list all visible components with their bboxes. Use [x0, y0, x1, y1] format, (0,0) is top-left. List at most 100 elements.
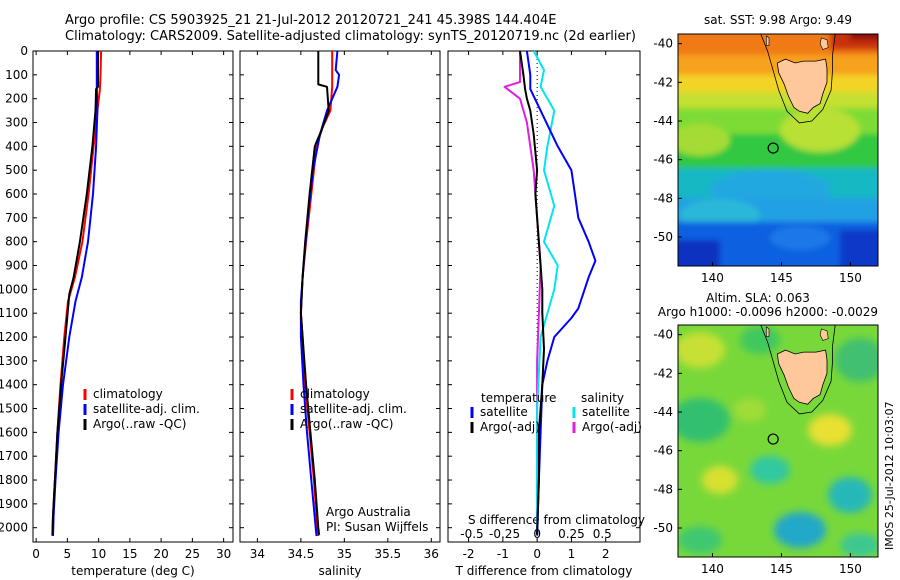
x-tick-label: 10: [91, 547, 106, 561]
series-line-sat: [52, 51, 99, 537]
map-x-tick-label: 150: [839, 271, 862, 285]
panel-frame: [239, 50, 441, 543]
x-tick-label: 5: [64, 547, 72, 561]
y-tick-label: 2000: [0, 521, 28, 535]
legend-label-sat: satellite: [480, 405, 528, 419]
map-frame: [677, 33, 879, 267]
profile-panel-1: 0100200300400500600700800900100011001200…: [0, 44, 234, 578]
island-land: [819, 328, 829, 341]
y-tick-label: 600: [5, 187, 28, 201]
profile-panels: 0100200300400500600700800900100011001200…: [0, 44, 645, 578]
tasmania-land: [776, 349, 828, 405]
map-y-tick-label: -40: [653, 328, 673, 342]
top-tick-label: -0.5: [460, 527, 483, 541]
sst-map: [678, 34, 878, 266]
x-tick-label: 0: [32, 547, 40, 561]
shelf-contour: [760, 34, 836, 124]
legend-label-argo: Argo(..raw -QC): [300, 417, 393, 431]
y-tick-label: 1000: [0, 282, 28, 296]
legend-label-argo: Argo(..raw -QC): [93, 417, 186, 431]
y-tick-label: 1900: [0, 497, 28, 511]
header-line2: Climatology: CARS2009. Satellite-adjuste…: [65, 29, 636, 44]
y-tick-label: 800: [5, 235, 28, 249]
map-y-tick-label: -44: [653, 405, 673, 419]
map-title: sat. SST: 9.98 Argo: 9.49: [704, 13, 852, 27]
x-tick-label: 34: [250, 547, 265, 561]
island-land: [765, 326, 770, 337]
map-y-tick-label: -40: [653, 37, 673, 51]
x-tick-label: 36: [424, 547, 439, 561]
map-y-tick-label: -48: [653, 191, 673, 205]
profile-panel-3: -2 -1 0 1 2 T difference from climatology -0.5…: [447, 50, 645, 578]
series-line-argo: [51, 51, 99, 535]
map-y-tick-label: -46: [653, 444, 673, 458]
y-tick-label: 0: [20, 44, 28, 58]
x-tick-label: 0: [533, 547, 541, 561]
tasmania-land: [776, 58, 828, 114]
x-tick-label: -2: [463, 547, 475, 561]
map-frame: [677, 324, 879, 558]
y-tick-label: 1500: [0, 402, 28, 416]
top-tick-label: -0.25: [489, 527, 520, 541]
map-overlays: 140 145 150 -40 -42 -44 -46 -48 -50 sat. SST: 9.9…: [653, 13, 879, 576]
y-tick-label: 1800: [0, 473, 28, 487]
map-y-tick-label: -42: [653, 75, 673, 89]
series-line-satS: [532, 50, 559, 535]
header-line1: Argo profile: CS 5903925_21 21-Jul-2012 …: [65, 13, 556, 28]
x-tick-label: 30: [216, 547, 231, 561]
legend-title-salinity: salinity: [581, 391, 624, 405]
legend-label-sat: satellite-adj. clim.: [93, 402, 200, 416]
map-x-tick-label: 140: [701, 562, 724, 576]
y-tick-label: 1600: [0, 425, 28, 439]
x-tick-label: 35: [337, 547, 352, 561]
map-subtitle: Argo h1000: -0.0096 h2000: -0.0029: [658, 305, 878, 319]
map-overlay-2: 140 145 150 -40 -42 -44 -46 -48 -50 Altim. SLA: 0…: [653, 291, 879, 576]
map-y-tick-label: -42: [653, 366, 673, 380]
top-axis-label: S difference from climatology: [468, 513, 645, 527]
y-tick-label: 1700: [0, 449, 28, 463]
panel-frame: [447, 50, 641, 543]
top-tick-label: 0.5: [593, 527, 612, 541]
x-tick-label: 1: [568, 547, 576, 561]
map-x-tick-label: 140: [701, 271, 724, 285]
map-overlay-1: 140 145 150 -40 -42 -44 -46 -48 -50 sat. SST: 9.9…: [653, 13, 879, 285]
island-land: [765, 35, 770, 46]
y-tick-label: 1100: [0, 306, 28, 320]
x-tick-label: 20: [153, 547, 168, 561]
y-tick-label: 400: [5, 139, 28, 153]
panel-frame: [32, 50, 234, 543]
series-line-argo: [519, 50, 545, 535]
y-tick-label: 200: [5, 92, 28, 106]
x-tick-label: 15: [122, 547, 137, 561]
legend-label-sat: satellite-adj. clim.: [300, 402, 407, 416]
map-x-tick-label: 150: [839, 562, 862, 576]
argo-location-marker: [767, 433, 779, 445]
y-tick-label: 1400: [0, 378, 28, 392]
legend-title-temperature: temperature: [481, 391, 556, 405]
map-x-tick-label: 145: [770, 562, 793, 576]
y-tick-label: 300: [5, 116, 28, 130]
credit-pi: PI: Susan Wijffels: [326, 520, 428, 534]
map-geography: [760, 34, 836, 124]
legend-label-satS: satellite: [582, 405, 630, 419]
x-tick-label: 34.5: [288, 547, 315, 561]
map-y-tick-label: -48: [653, 482, 673, 496]
credit-org: Argo Australia: [326, 505, 411, 519]
y-tick-label: 1300: [0, 354, 28, 368]
y-tick-label: 100: [5, 68, 28, 82]
y-tick-label: 1200: [0, 330, 28, 344]
series-line-clim: [299, 51, 334, 537]
island-land: [819, 37, 829, 50]
shelf-contour: [760, 325, 836, 415]
x-axis-label: temperature (deg C): [71, 564, 194, 578]
series-line-argoS: [503, 51, 542, 535]
legend-label-argo: Argo(-adj): [480, 420, 540, 434]
argo-location-marker: [767, 142, 779, 154]
y-tick-label: 700: [5, 211, 28, 225]
map-title: Altim. SLA: 0.063: [706, 291, 810, 305]
legend-label-clim: climatology: [300, 387, 370, 401]
legend-label-clim: climatology: [93, 387, 163, 401]
y-tick-label: 900: [5, 259, 28, 273]
top-tick-label: 0.25: [558, 527, 585, 541]
